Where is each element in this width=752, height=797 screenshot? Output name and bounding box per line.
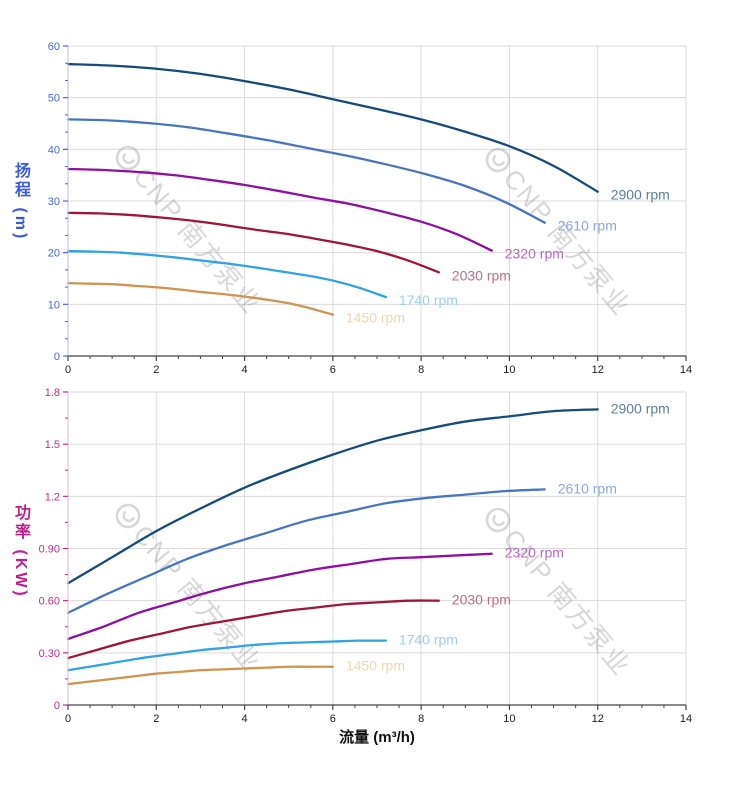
- curve-label-2610-rpm: 2610 rpm: [558, 218, 617, 234]
- curve-label-2900-rpm: 2900 rpm: [611, 400, 670, 416]
- x-tick-label: 14: [680, 364, 692, 376]
- curve-2030-rpm: [66, 211, 440, 274]
- curve-label-2320-rpm: 2320 rpm: [505, 246, 564, 262]
- curve-label-1450-rpm: 1450 rpm: [346, 658, 405, 674]
- curve-2320-rpm: [66, 167, 493, 252]
- curve-1450-rpm: [66, 282, 335, 316]
- power-flow-chart: 2900 rpm 2610 rpm 2320 rpm 2030 rpm 1740 rpm…: [39, 387, 693, 725]
- x-tick-label: 4: [242, 364, 248, 376]
- y-tick-label: 0.60: [39, 596, 60, 608]
- x-tick-label: 12: [592, 364, 604, 376]
- curve-1740-rpm: [66, 249, 387, 299]
- curve-label-1740-rpm: 1740 rpm: [399, 292, 458, 308]
- x-tick-label: 2: [153, 713, 159, 725]
- curve-label-2320-rpm: 2320 rpm: [505, 545, 564, 561]
- y-tick-label: 1.8: [45, 387, 60, 399]
- watermark-text: CNP 南方泵业: [127, 519, 267, 677]
- curve-label-1740-rpm: 1740 rpm: [399, 632, 458, 648]
- power-axis-title: 功率 (KW): [12, 504, 29, 599]
- y-tick-label: 0.30: [39, 648, 60, 660]
- curve-2610-rpm: [66, 488, 546, 614]
- y-tick-label: 50: [48, 93, 60, 105]
- power-flow-chart-grid: [68, 391, 687, 705]
- curve-2610-rpm: [66, 118, 546, 224]
- curve-2320-rpm: [66, 552, 493, 641]
- y-tick-label: 10: [48, 299, 60, 311]
- cnp-logo-icon: [485, 507, 511, 533]
- cnp-logo-icon: [485, 147, 511, 173]
- y-tick-label: 30: [48, 196, 60, 208]
- y-tick-label: 0: [54, 700, 60, 712]
- x-tick-label: 0: [65, 713, 71, 725]
- y-tick-label: 0.90: [39, 544, 60, 556]
- curve-2900-rpm: [66, 408, 599, 585]
- x-tick-label: 10: [503, 713, 515, 725]
- x-tick-label: 10: [503, 364, 515, 376]
- y-tick-label: 1.2: [45, 491, 60, 503]
- x-tick-label: 6: [330, 713, 336, 725]
- y-tick-label: 60: [48, 41, 60, 53]
- cnp-logo-swirl-icon: [122, 152, 136, 165]
- curve-1740-rpm: [66, 639, 387, 672]
- cnp-logo-swirl-icon: [492, 514, 506, 527]
- curve-label-2900-rpm: 2900 rpm: [611, 187, 670, 203]
- x-tick-label: 2: [153, 364, 159, 376]
- x-tick-label: 8: [418, 713, 424, 725]
- x-tick-label: 12: [592, 713, 604, 725]
- head-flow-chart: 2900 rpm 2610 rpm 2320 rpm 2030 rpm 1740 rpm…: [48, 41, 692, 376]
- curve-label-1450-rpm: 1450 rpm: [346, 310, 405, 326]
- y-tick-label: 20: [48, 248, 60, 260]
- cnp-logo-icon: [115, 503, 141, 529]
- head-axis-title: 扬程 (m): [12, 162, 29, 242]
- flow-axis-title: 流量 (m³/h): [339, 729, 415, 746]
- curve-label-2610-rpm: 2610 rpm: [558, 480, 617, 496]
- x-tick-label: 6: [330, 364, 336, 376]
- y-tick-label: 40: [48, 144, 60, 156]
- curve-1450-rpm: [66, 665, 335, 686]
- cnp-logo-icon: [115, 145, 141, 171]
- y-tick-label: 1.5: [45, 439, 60, 451]
- x-tick-label: 8: [418, 364, 424, 376]
- x-tick-label: 0: [65, 364, 71, 376]
- curve-label-2030-rpm: 2030 rpm: [452, 592, 511, 608]
- curve-2900-rpm: [66, 62, 599, 193]
- cnp-logo-swirl-icon: [492, 154, 506, 167]
- cnp-logo-swirl-icon: [122, 510, 136, 523]
- curve-2030-rpm: [66, 599, 440, 660]
- x-tick-label: 14: [680, 713, 692, 725]
- head-flow-chart-grid: [68, 45, 687, 356]
- curve-label-2030-rpm: 2030 rpm: [452, 267, 511, 283]
- x-tick-label: 4: [242, 713, 248, 725]
- watermark: CNP 南方泵业: [115, 145, 267, 320]
- y-tick-label: 0: [54, 351, 60, 363]
